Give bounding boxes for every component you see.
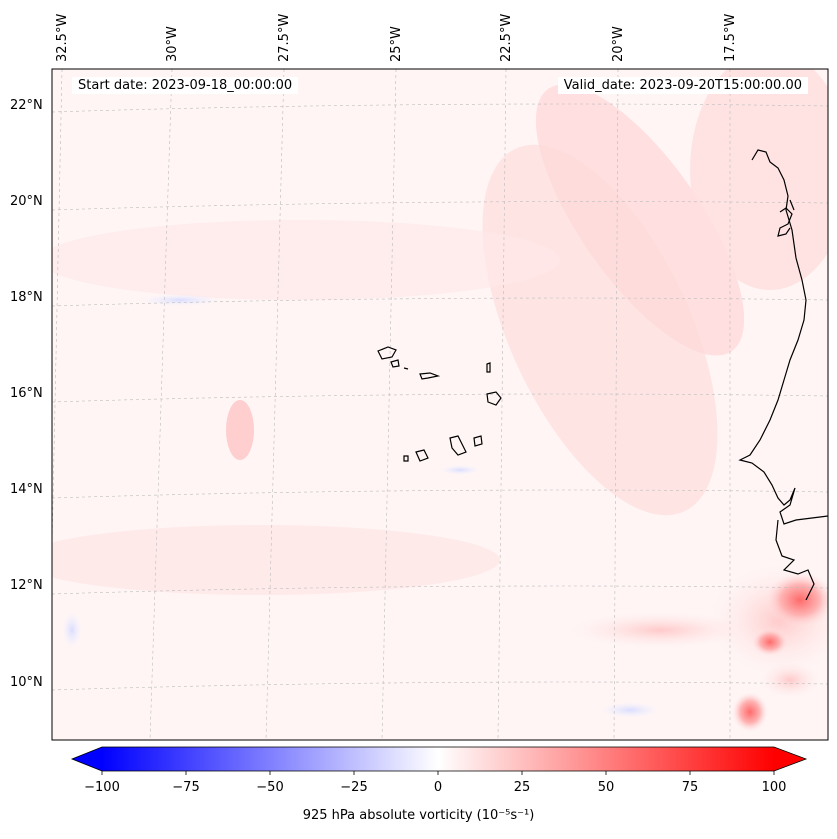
lon-label: 25°W [389,26,404,62]
lat-label: 10°N [10,675,43,690]
colorbar-tick: −100 [84,780,120,795]
lon-label: 27.5°W [277,13,292,62]
coastline [738,149,828,601]
lon-label: 30°W [165,26,180,62]
colorbar-tick: −75 [172,780,200,795]
colorbar-tick: 100 [761,780,787,795]
lon-label: 17.5°W [723,13,738,62]
lat-label: 22°N [10,98,43,113]
lat-label: 14°N [10,482,43,497]
start-date-label: Start date: 2023-09-18_00:00:00 [72,77,299,94]
vorticity-field [52,69,828,740]
valid-date-label: Valid_date: 2023-09-20T15:00:00.00 [557,77,808,94]
lon-label: 22.5°W [499,13,514,62]
lon-label: 32.5°W [55,13,70,62]
colorbar-tick: 75 [681,780,699,795]
map-frame [51,68,829,741]
lon-label: 20°W [611,26,626,62]
lat-label: 18°N [10,290,43,305]
cape-verde-islands [377,346,502,462]
colorbar-tick: 0 [433,780,443,795]
lat-label: 12°N [10,578,43,593]
graticule [52,69,828,740]
lat-label: 16°N [10,386,43,401]
colorbar-tick: 25 [513,780,531,795]
colorbar [70,746,808,775]
colorbar-title: 925 hPa absolute vorticity (10⁻⁵s⁻¹) [302,808,535,823]
lat-label: 20°N [10,194,43,209]
colorbar-tick: 50 [597,780,615,795]
colorbar-tick: −50 [256,780,284,795]
colorbar-tick: −25 [340,780,368,795]
